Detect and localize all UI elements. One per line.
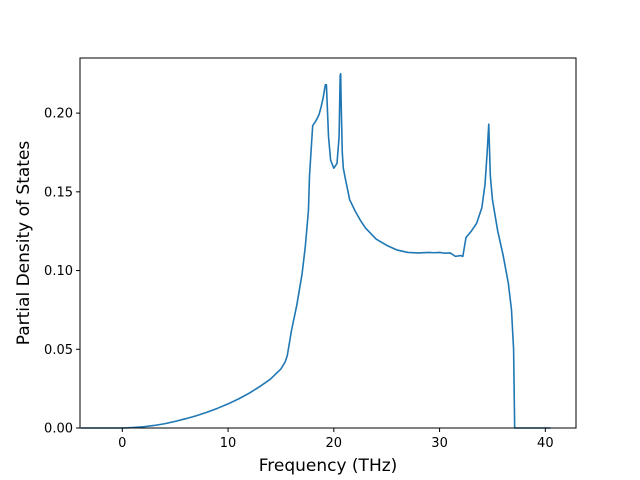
y-tick-label: 0.15 — [44, 185, 73, 200]
x-tick-label: 40 — [537, 436, 554, 451]
y-tick-label: 0.05 — [44, 343, 73, 358]
series-line-0 — [81, 72, 551, 429]
y-tick-label: 0.20 — [44, 107, 73, 122]
plot-layer — [81, 72, 551, 429]
y-tick-label: 0.10 — [44, 264, 73, 279]
y-tick-label: 0.00 — [44, 422, 73, 437]
plot-frame — [79, 57, 577, 429]
x-axis-label: Frequency (THz) — [259, 456, 398, 476]
x-tick-label: 20 — [326, 436, 343, 451]
y-axis-ticks: 0.00 0.05 0.10 0.15 0.20 — [44, 107, 80, 437]
x-tick-label: 0 — [118, 436, 126, 451]
x-tick-label: 30 — [431, 436, 448, 451]
y-axis-label: Partial Density of States — [14, 141, 34, 346]
x-axis-ticks: 0 10 20 30 40 — [118, 428, 554, 451]
x-tick-label: 10 — [220, 436, 237, 451]
